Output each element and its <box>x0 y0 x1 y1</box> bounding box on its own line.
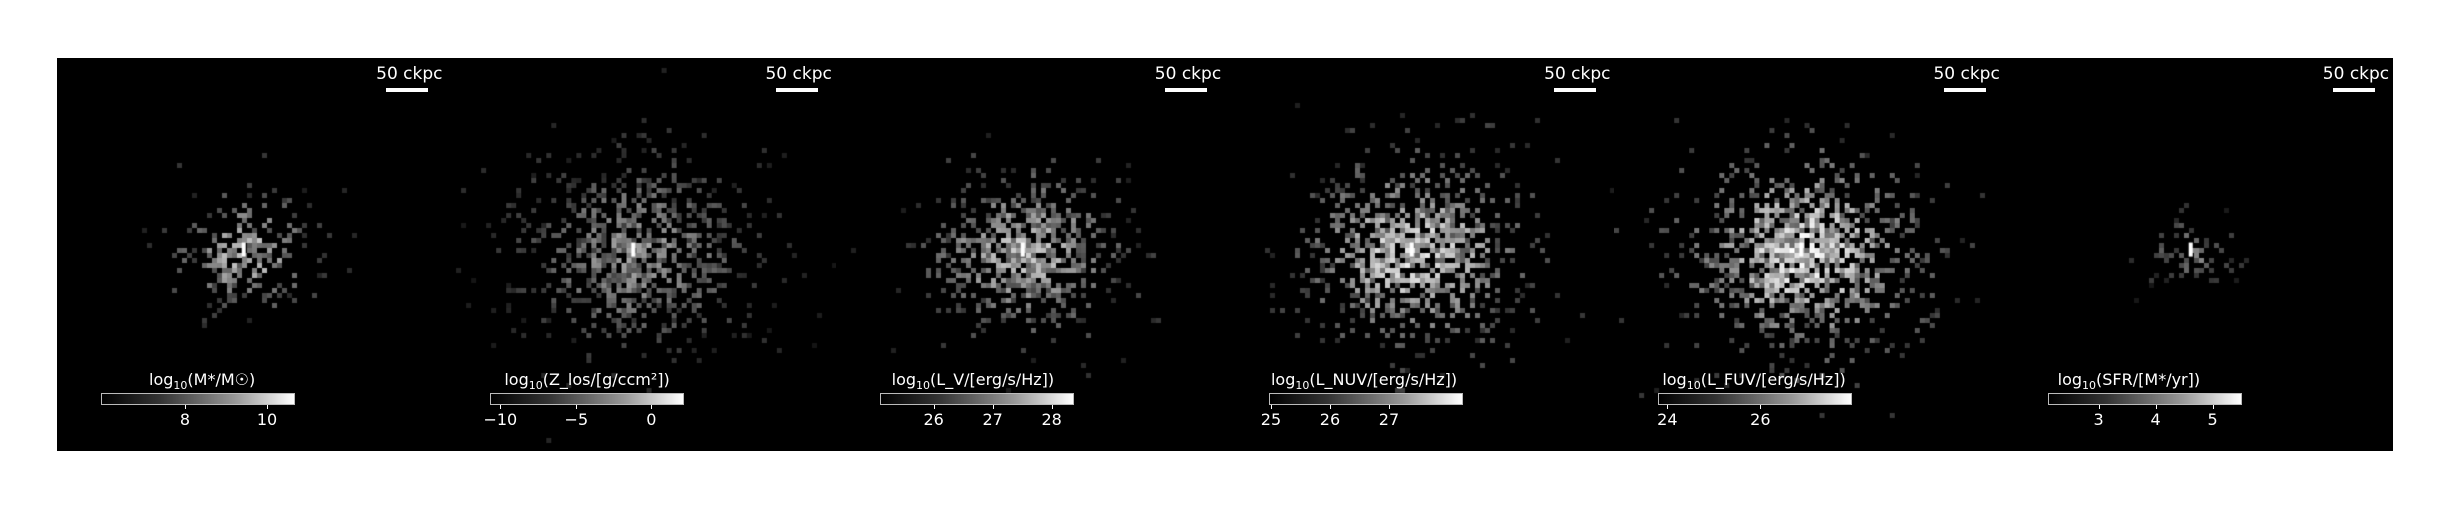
colorbar-tick: 26 <box>1319 410 1341 429</box>
panel-stellar-mass: 50 ckpc log10(M*/M☉) 8 10 <box>57 58 447 451</box>
panel-lum-fuv: 50 ckpc log10(L_FUV/[erg/s/Hz]) 24 26 <box>1614 58 2004 451</box>
panel-metallicity: 50 ckpc log10(Z_los/[g/ccm²]) −10 −5 0 <box>446 58 836 451</box>
scalebar-label: 50 ckpc <box>1544 64 1611 84</box>
colorbar-tick: −5 <box>564 410 589 429</box>
lum-v-map <box>835 58 1225 451</box>
panel-lum-v: 50 ckpc log10(L_V/[erg/s/Hz]) 26 27 28 <box>835 58 1225 451</box>
colorbar-title: log10(M*/M☉) <box>149 370 256 393</box>
colorbar-title: log10(L_FUV/[erg/s/Hz]) <box>1662 370 1846 393</box>
scalebar-label: 50 ckpc <box>376 64 443 84</box>
scalebar <box>1164 88 1207 92</box>
scalebar <box>386 88 429 92</box>
lum-nuv-map <box>1224 58 1615 451</box>
colorbar <box>101 393 295 405</box>
colorbar-tick: −10 <box>483 410 518 429</box>
colorbar-tick: 26 <box>1750 410 1771 429</box>
colorbar-title: log10(L_NUV/[erg/s/Hz]) <box>1270 370 1458 393</box>
scalebar <box>1554 88 1597 92</box>
colorbar-tick: 26 <box>923 410 944 429</box>
colorbar-tick: 4 <box>2150 410 2161 429</box>
colorbar-tick: 24 <box>1657 410 1678 429</box>
scalebar <box>1943 88 1986 92</box>
colorbar <box>2047 393 2242 405</box>
stellar-mass-map <box>57 58 447 451</box>
colorbar <box>879 393 1074 405</box>
scalebar <box>2332 88 2375 92</box>
colorbar-title: log10(Z_los/[g/ccm²]) <box>504 370 670 393</box>
colorbar <box>490 393 685 405</box>
image-strip: 50 ckpc log10(M*/M☉) 8 10 50 ckpc log10(… <box>57 58 2393 451</box>
colorbar <box>1268 393 1463 405</box>
colorbar-tick: 28 <box>1041 410 1062 429</box>
panel-lum-nuv: 50 ckpc log10(L_NUV/[erg/s/Hz]) 25 26 27 <box>1224 58 1615 451</box>
lum-fuv-map <box>1614 58 2004 451</box>
colorbar-tick: 10 <box>256 410 278 429</box>
scalebar-label: 50 ckpc <box>1154 64 1222 84</box>
scalebar-label: 50 ckpc <box>1933 64 2000 84</box>
scalebar-label: 50 ckpc <box>765 64 832 84</box>
colorbar-title: log10(L_V/[erg/s/Hz]) <box>891 370 1055 393</box>
colorbar-tick: 5 <box>2207 410 2218 429</box>
scalebar <box>775 88 818 92</box>
metallicity-map <box>446 58 836 451</box>
scalebar-label: 50 ckpc <box>2322 64 2390 84</box>
colorbar-tick: 25 <box>1260 410 1282 429</box>
sfr-map <box>2003 58 2393 451</box>
panel-sfr: 50 ckpc log10(SFR/[M*/yr]) 3 4 5 <box>2003 58 2393 451</box>
colorbar <box>1658 393 1853 405</box>
colorbar-tick: 27 <box>982 410 1003 429</box>
colorbar-tick: 0 <box>646 410 657 429</box>
colorbar-tick: 8 <box>179 410 191 429</box>
colorbar-tick: 27 <box>1378 410 1400 429</box>
colorbar-title: log10(SFR/[M*/yr]) <box>2057 370 2201 393</box>
colorbar-tick: 3 <box>2093 410 2104 429</box>
